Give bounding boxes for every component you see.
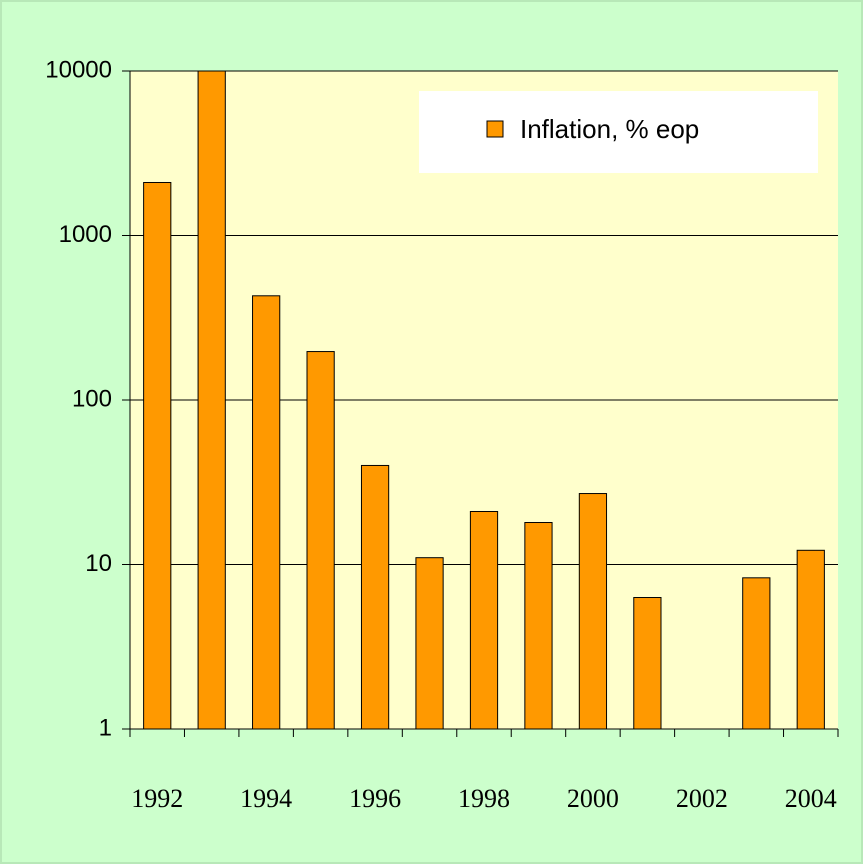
bar (143, 181, 172, 730)
x-tick-label: 2000 (567, 784, 619, 813)
y-tick-label: 10000 (45, 56, 112, 83)
x-tick-label: 1998 (458, 784, 510, 813)
legend-box (419, 91, 818, 173)
y-tick-label: 10 (85, 550, 112, 577)
bar (197, 70, 226, 730)
legend-swatch (486, 120, 504, 138)
bar (796, 549, 825, 730)
bar (360, 464, 390, 730)
bar (415, 557, 444, 730)
bar (252, 295, 281, 730)
bar (633, 597, 662, 730)
bar (469, 510, 499, 730)
x-tick-label: 1994 (240, 784, 292, 813)
bar (578, 493, 608, 730)
bar (742, 577, 771, 730)
y-tick-label: 1 (99, 714, 112, 741)
x-tick-label: 1992 (131, 784, 183, 813)
x-tick-label: 2002 (676, 784, 728, 813)
bar (306, 351, 335, 730)
x-tick-label: 1996 (349, 784, 401, 813)
bar (524, 522, 553, 730)
x-tick-label: 2004 (785, 784, 837, 813)
y-tick-label: 100 (72, 385, 112, 412)
y-tick-label: 1000 (59, 221, 112, 248)
legend-label: Inflation, % eop (520, 114, 699, 144)
